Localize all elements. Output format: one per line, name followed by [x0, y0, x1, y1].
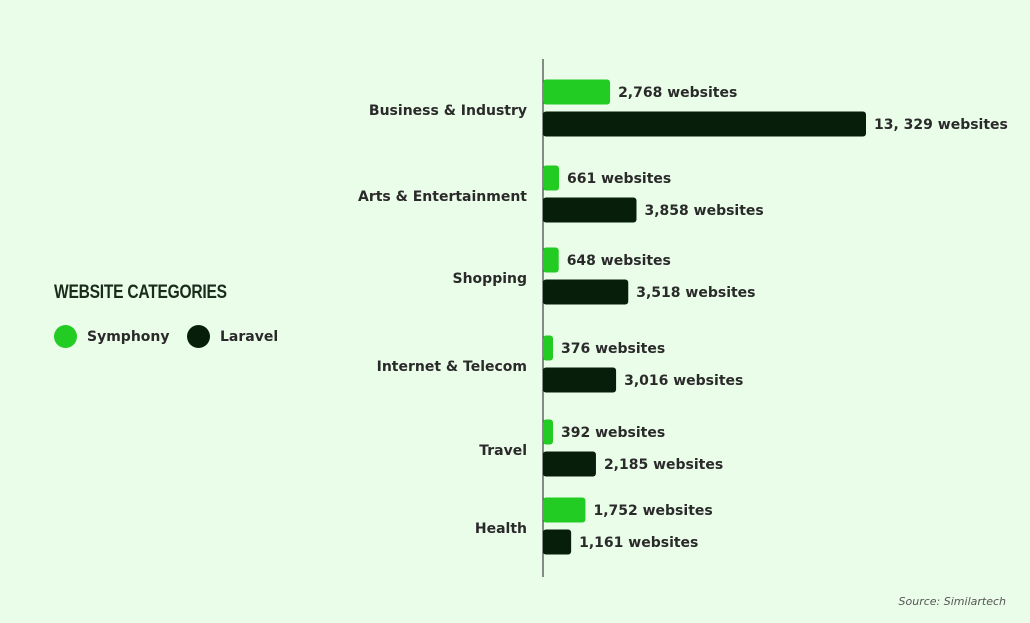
bar-symphony: [543, 79, 611, 105]
data-label: 392 websites: [561, 425, 665, 441]
bar-laravel: [543, 279, 629, 305]
category-label: Travel: [479, 443, 527, 459]
data-label: 3,518 websites: [636, 285, 755, 301]
category-label: Health: [475, 521, 527, 537]
bar-symphony: [543, 247, 559, 273]
data-label: 3,858 websites: [644, 203, 763, 219]
bar-laravel: [543, 367, 617, 393]
bar-laravel: [543, 111, 866, 137]
bar-laravel: [543, 197, 637, 223]
data-label: 661 websites: [567, 171, 671, 187]
bar-symphony: [543, 335, 553, 361]
category-label: Arts & Entertainment: [358, 189, 527, 205]
bar-laravel: [543, 529, 572, 555]
data-label: 1,161 websites: [579, 535, 698, 551]
legend-label-laravel: Laravel: [220, 328, 279, 345]
bar-laravel: [543, 451, 596, 477]
bar-symphony: [543, 419, 553, 445]
legend-swatch-symphony: [54, 325, 77, 348]
data-label: 2,768 websites: [618, 85, 737, 101]
data-label: 376 websites: [561, 341, 665, 357]
source-note: Source: Similartech: [898, 595, 1006, 608]
data-label: 13, 329 websites: [874, 117, 1008, 133]
legend-title: WEBSITE CATEGORIES: [54, 282, 227, 303]
legend-label-symphony: Symphony: [87, 328, 170, 345]
data-label: 1,752 websites: [593, 503, 712, 519]
legend-item-laravel: Laravel: [187, 325, 278, 348]
category-label: Business & Industry: [369, 103, 527, 119]
legend-swatch-laravel: [187, 325, 210, 348]
category-label: Internet & Telecom: [377, 359, 527, 375]
bar-symphony: [543, 497, 586, 523]
category-label: Shopping: [453, 271, 528, 287]
data-label: 648 websites: [567, 253, 671, 269]
legend-item-symphony: Symphony: [54, 325, 170, 348]
data-label: 2,185 websites: [604, 457, 723, 473]
data-label: 3,016 websites: [624, 373, 743, 389]
bar-symphony: [543, 165, 560, 191]
